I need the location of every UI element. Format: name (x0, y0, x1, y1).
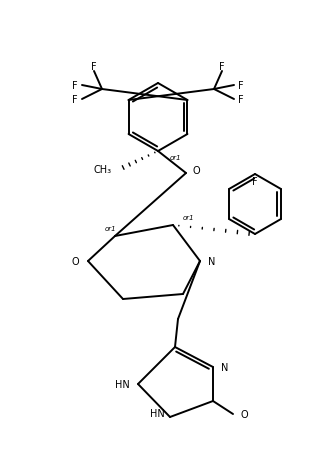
Text: F: F (252, 177, 258, 187)
Text: F: F (238, 81, 244, 91)
Text: F: F (238, 95, 244, 105)
Text: or1: or1 (183, 215, 195, 221)
Text: CH₃: CH₃ (94, 165, 112, 175)
Text: HN: HN (150, 408, 165, 418)
Text: O: O (71, 257, 79, 267)
Text: or1: or1 (104, 226, 116, 231)
Text: or1: or1 (170, 155, 182, 161)
Text: N: N (221, 362, 229, 372)
Text: N: N (208, 257, 215, 267)
Text: F: F (91, 62, 97, 72)
Text: F: F (219, 62, 225, 72)
Text: F: F (72, 81, 78, 91)
Text: O: O (240, 409, 248, 419)
Text: HN: HN (115, 379, 130, 389)
Text: F: F (72, 95, 78, 105)
Text: O: O (192, 166, 200, 175)
